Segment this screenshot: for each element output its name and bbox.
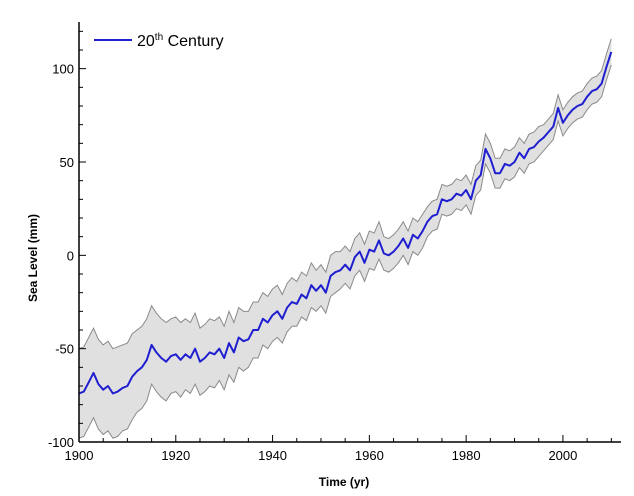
x-tick-label: 1920 — [161, 448, 190, 463]
y-tick-label: -50 — [55, 342, 74, 357]
uncertainty-band-fill — [79, 38, 612, 439]
x-axis-title: Time (yr) — [319, 475, 369, 489]
y-tick-label: -100 — [48, 435, 74, 450]
legend-label-20th-century: 20th Century — [137, 32, 224, 50]
uncertainty-lower-edge — [78, 64, 612, 439]
legend: 20th Century — [94, 32, 224, 50]
x-tick-label: 1900 — [65, 448, 94, 463]
y-tick-label: 0 — [67, 248, 74, 263]
series-line-20th-century — [78, 51, 613, 395]
x-tick-label: 1980 — [452, 448, 481, 463]
x-tick-label: 1960 — [355, 448, 384, 463]
axes — [78, 22, 621, 443]
x-axis-ticks: 1900 1920 1940 1960 1980 2000 — [65, 435, 612, 463]
y-tick-label: 100 — [52, 62, 74, 77]
y-tick-label: 50 — [60, 155, 74, 170]
y-axis-ticks: -100 -50 0 50 100 — [48, 30, 86, 450]
y-axis-title: Sea Level (mm) — [26, 214, 40, 302]
series-line-layer — [78, 51, 613, 395]
x-tick-label: 1940 — [258, 448, 287, 463]
uncertainty-upper-edge — [78, 38, 612, 350]
uncertainty-band — [78, 38, 612, 439]
x-tick-label: 2000 — [548, 448, 577, 463]
